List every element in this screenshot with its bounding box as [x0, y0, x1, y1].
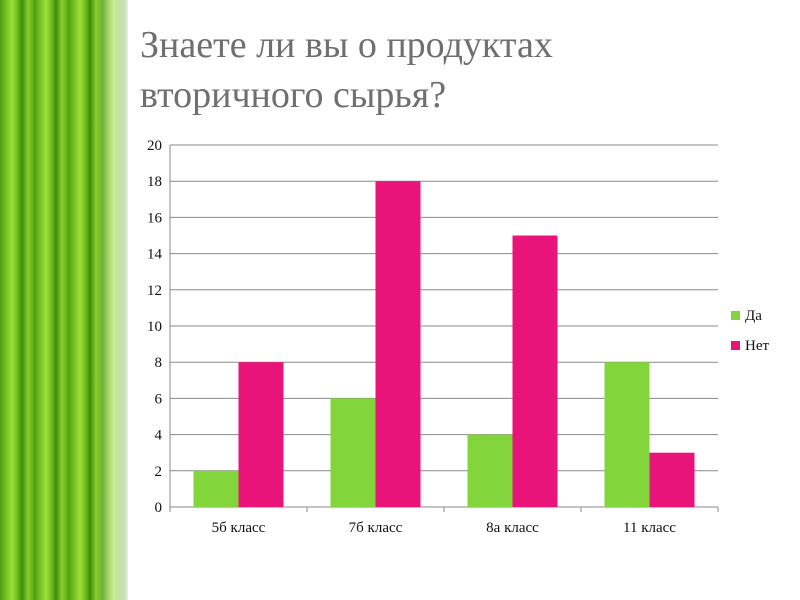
- bar-chart: 0 2 4 6 8 10 12 14 16 18 20 5б класс 7б класс 8а клас…: [128, 130, 800, 550]
- bar-da: [604, 362, 650, 507]
- y-tick-label: 4: [155, 428, 163, 444]
- bar-net: [512, 235, 558, 507]
- x-category-label: 11 класс: [623, 520, 676, 536]
- y-tick-label: 14: [147, 247, 163, 263]
- legend-swatch-net: [731, 341, 740, 350]
- decorative-stripe-fade: [96, 0, 144, 600]
- legend-swatch-da: [731, 311, 740, 320]
- y-tick-label: 16: [147, 210, 163, 226]
- x-category-label: 7б класс: [349, 520, 403, 536]
- legend-label-net: Нет: [745, 338, 769, 354]
- bar-net: [649, 452, 695, 507]
- y-tick-label: 20: [147, 138, 162, 154]
- bar-net: [238, 362, 284, 507]
- y-tick-label: 12: [147, 283, 162, 299]
- slide-title: Знаете ли вы о продуктах вторичного сырь…: [140, 20, 780, 120]
- y-tick-label: 8: [155, 355, 163, 371]
- slide-title-line-2: вторичного сырья?: [140, 74, 447, 116]
- bar-net: [375, 181, 421, 507]
- x-category-label: 8а класс: [486, 520, 539, 536]
- y-tick-label: 10: [147, 319, 162, 335]
- y-tick-label: 18: [147, 174, 162, 190]
- bar-da: [467, 434, 513, 507]
- bar-da: [330, 398, 376, 507]
- x-category-label: 5б класс: [212, 520, 266, 536]
- y-tick-label: 0: [155, 500, 163, 516]
- y-tick-label: 6: [155, 391, 163, 407]
- bar-da: [193, 470, 239, 507]
- bar-chart-svg: 0 2 4 6 8 10 12 14 16 18 20 5б класс 7б класс 8а клас…: [147, 138, 769, 536]
- y-tick-label: 2: [155, 464, 163, 480]
- legend-label-da: Да: [745, 308, 762, 324]
- slide-title-line-1: Знаете ли вы о продуктах: [140, 24, 553, 66]
